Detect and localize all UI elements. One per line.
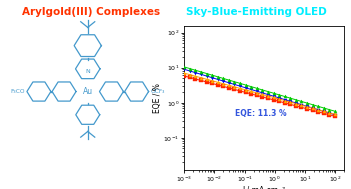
Text: OCF₃: OCF₃ <box>150 89 165 94</box>
Text: N: N <box>85 70 90 74</box>
Text: Au: Au <box>83 87 93 96</box>
Text: F₃CO: F₃CO <box>11 89 25 94</box>
Text: Sky-Blue-Emitting OLED: Sky-Blue-Emitting OLED <box>186 8 326 17</box>
Text: Arylgold(III) Complexes: Arylgold(III) Complexes <box>22 8 160 17</box>
X-axis label: J / mA cm⁻²: J / mA cm⁻² <box>243 186 286 189</box>
Y-axis label: EQE / %: EQE / % <box>153 83 162 113</box>
Text: EQE: 11.3 %: EQE: 11.3 % <box>236 108 287 118</box>
